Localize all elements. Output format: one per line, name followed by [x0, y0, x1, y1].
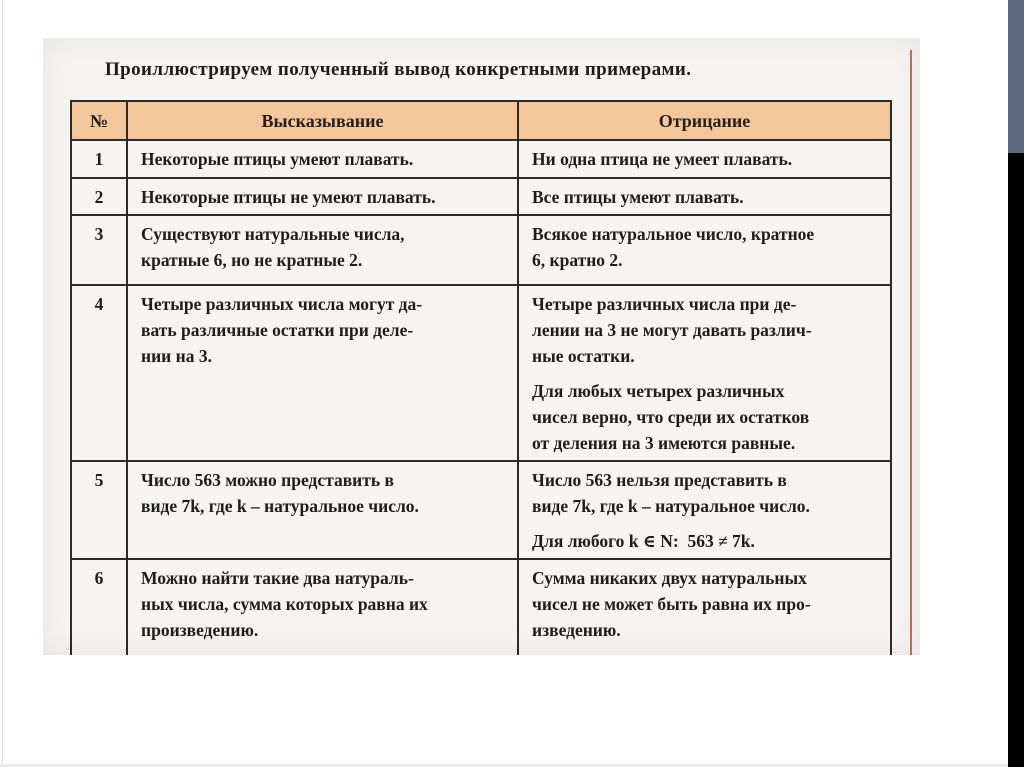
negation-text: Число 563 нельзя представить в виде 7k, …	[532, 470, 810, 516]
table-row: 5 Число 563 можно представить в виде 7k,…	[70, 460, 892, 560]
negation-cell: Число 563 нельзя представить в виде 7k, …	[517, 460, 892, 560]
negation-text: Все птицы умеют плавать.	[532, 187, 744, 207]
statement-cell: Можно найти такие два натураль- ных числ…	[126, 558, 519, 655]
right-edge-strip-top	[1008, 0, 1024, 153]
negation-formula: Для любых a, b ∈ N: a + b ≠ a · b	[532, 652, 882, 655]
negation-text: Ни одна птица не умеет плавать.	[532, 149, 793, 169]
statement-cell: Некоторые птицы не умеют плавать.	[126, 177, 519, 216]
row-number: 1	[70, 139, 128, 179]
statement-cell: Существуют натуральные числа, кратные 6,…	[126, 214, 519, 286]
left-edge-line	[2, 0, 3, 767]
negation-text: Всякое натуральное число, кратное 6, кра…	[532, 224, 815, 270]
row-number: 2	[70, 177, 128, 216]
statement-text: Некоторые птицы не умеют плавать.	[141, 187, 436, 207]
header-cell-negation: Отрицание	[517, 100, 892, 141]
table-row: 3 Существуют натуральные числа, кратные …	[70, 214, 892, 286]
statements-table: № Высказывание Отрицание 1 Некоторые пти…	[70, 100, 892, 655]
negation-cell: Четыре различных числа при де- лении на …	[517, 284, 892, 462]
row-number: 6	[70, 558, 128, 655]
statement-text: Можно найти такие два натураль- ных числ…	[141, 568, 428, 640]
negation-cell: Ни одна птица не умеет плавать.	[517, 139, 892, 179]
negation-cell: Все птицы умеют плавать.	[517, 177, 892, 216]
bottom-edge-line	[0, 764, 1008, 767]
table-row: 2 Некоторые птицы не умеют плавать. Все …	[70, 177, 892, 216]
negation-formula: Для любого k ∈ N: 563 ≠ 7k.	[532, 531, 755, 551]
table-clip-region: № Высказывание Отрицание 1 Некоторые пти…	[70, 100, 894, 655]
table-row: 4 Четыре различных числа могут да- вать …	[70, 284, 892, 462]
row-number: 3	[70, 214, 128, 286]
page-title: Проиллюстрируем полученный вывод конкрет…	[105, 59, 692, 80]
statement-text: Существуют натуральные числа, кратные 6,…	[141, 224, 405, 270]
table-row: 1 Некоторые птицы умеют плавать. Ни одна…	[70, 139, 892, 179]
statement-text: Некоторые птицы умеют плавать.	[141, 149, 414, 169]
negation-formula: Для любых четырех различных чисел верно,…	[532, 381, 810, 453]
header-cell-number: №	[70, 100, 128, 141]
row-number: 4	[70, 284, 128, 462]
negation-text: Сумма никаких двух натуральных чисел не …	[532, 568, 811, 640]
table-row: 6 Можно найти такие два натураль- ных чи…	[70, 558, 892, 655]
negation-cell: Всякое натуральное число, кратное 6, кра…	[517, 214, 892, 286]
statement-cell: Число 563 можно представить в виде 7k, г…	[126, 460, 519, 560]
statement-cell: Четыре различных числа могут да- вать ра…	[126, 284, 519, 462]
statement-text: Четыре различных числа могут да- вать ра…	[141, 294, 423, 366]
scanned-page: Проиллюстрируем полученный вывод конкрет…	[43, 38, 920, 655]
statement-cell: Некоторые птицы умеют плавать.	[126, 139, 519, 179]
header-cell-statement: Высказывание	[126, 100, 519, 141]
negation-text: Четыре различных числа при де- лении на …	[532, 294, 812, 366]
row-number: 5	[70, 460, 128, 560]
table-header-row: № Высказывание Отрицание	[70, 100, 892, 141]
page-margin-line	[910, 50, 912, 655]
right-edge-strip-bottom	[1008, 153, 1024, 767]
statement-text: Число 563 можно представить в виде 7k, г…	[141, 470, 419, 516]
negation-cell: Сумма никаких двух натуральных чисел не …	[517, 558, 892, 655]
